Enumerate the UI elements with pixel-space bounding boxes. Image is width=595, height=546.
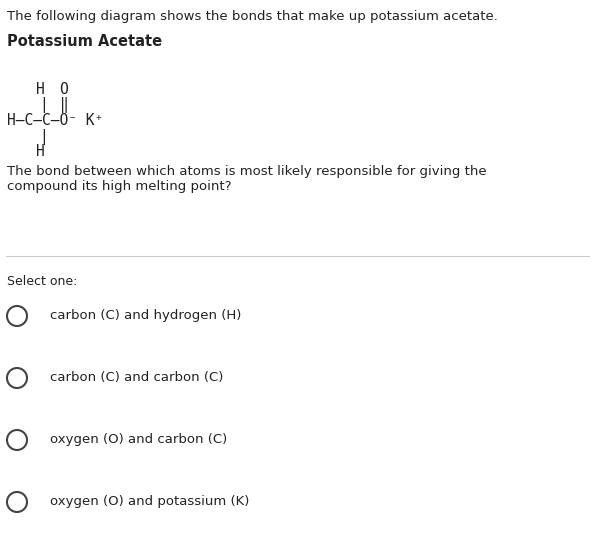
Text: carbon (C) and hydrogen (H): carbon (C) and hydrogen (H) (50, 310, 242, 323)
Text: Potassium Acetate: Potassium Acetate (7, 34, 162, 49)
Text: H–C–C–O⁻ K⁺: H–C–C–O⁻ K⁺ (7, 113, 104, 128)
Text: oxygen (O) and carbon (C): oxygen (O) and carbon (C) (50, 434, 227, 447)
Text: |: | (39, 97, 48, 113)
Text: H: H (36, 82, 45, 97)
Text: The following diagram shows the bonds that make up potassium acetate.: The following diagram shows the bonds th… (7, 10, 498, 23)
Text: oxygen (O) and potassium (K): oxygen (O) and potassium (K) (50, 496, 249, 508)
Text: |: | (39, 129, 48, 145)
Text: The bond between which atoms is most likely responsible for giving the
compound : The bond between which atoms is most lik… (7, 165, 487, 193)
Text: carbon (C) and carbon (C): carbon (C) and carbon (C) (50, 371, 223, 384)
Text: O: O (59, 82, 68, 97)
Text: Select one:: Select one: (7, 275, 77, 288)
Text: H: H (36, 144, 45, 159)
Text: ‖: ‖ (60, 97, 69, 113)
